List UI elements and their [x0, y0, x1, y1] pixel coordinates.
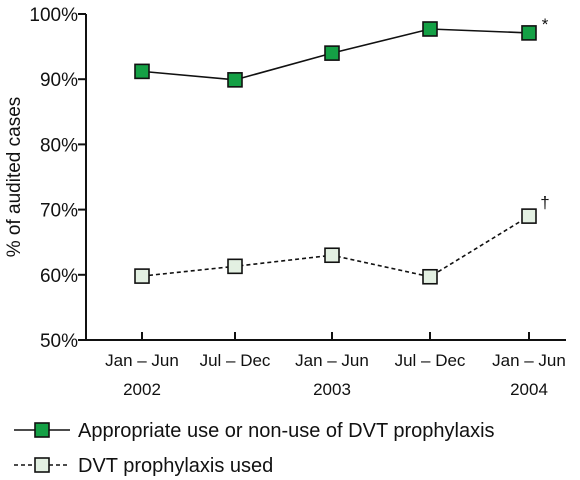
- series-layer: *†: [134, 15, 550, 285]
- x-tick-label: Jul – Dec: [395, 351, 466, 370]
- data-point-marker: [521, 25, 537, 41]
- legend-marker: [34, 457, 50, 473]
- legend-item-1: Appropriate use or non-use of DVT prophy…: [14, 420, 495, 442]
- x-tick-label: Jan – Jun: [492, 351, 566, 370]
- series-1: *: [134, 15, 549, 88]
- significance-marker: †: [540, 193, 549, 212]
- data-point-marker: [422, 268, 438, 285]
- legend-label: DVT prophylaxis used: [78, 455, 273, 477]
- series-2: †: [134, 193, 550, 285]
- y-tick-label: 100%: [29, 5, 78, 26]
- data-point-marker: [422, 21, 438, 37]
- y-tick-label: 60%: [40, 266, 78, 287]
- data-point-marker: [324, 247, 340, 264]
- data-point-marker: [134, 63, 150, 80]
- data-point-marker: [521, 208, 537, 224]
- y-tick-label: 50%: [40, 331, 78, 352]
- x-year-label: 2003: [313, 380, 351, 399]
- x-tick-label: Jan – Jun: [105, 351, 179, 370]
- y-tick-label: 70%: [40, 201, 78, 222]
- y-axis-title: % of audited cases: [4, 97, 25, 258]
- data-point-marker: [227, 72, 243, 88]
- legend-item-2: DVT prophylaxis used: [14, 455, 273, 477]
- series-line: [141, 215, 530, 278]
- y-tick-label: 90%: [40, 70, 78, 91]
- significance-marker: *: [542, 15, 549, 34]
- x-ticks: Jan – Jun Jul – Dec Jan – Jun Jul – Dec Jan …: [105, 332, 566, 399]
- y-tick-label: 80%: [40, 135, 78, 156]
- y-ticks: 50% 60% 70% 80% 90% 100%: [29, 5, 86, 352]
- x-tick-label: Jan – Jun: [295, 351, 369, 370]
- x-year-label: 2002: [123, 380, 161, 399]
- legend: Appropriate use or non-use of DVT prophy…: [14, 420, 495, 477]
- data-point-marker: [227, 258, 243, 275]
- x-year-label: 2004: [510, 380, 548, 399]
- x-tick-label: Jul – Dec: [200, 351, 271, 370]
- data-point-marker: [134, 268, 150, 284]
- legend-label: Appropriate use or non-use of DVT prophy…: [78, 420, 495, 442]
- data-point-marker: [324, 45, 340, 61]
- legend-marker: [34, 422, 50, 438]
